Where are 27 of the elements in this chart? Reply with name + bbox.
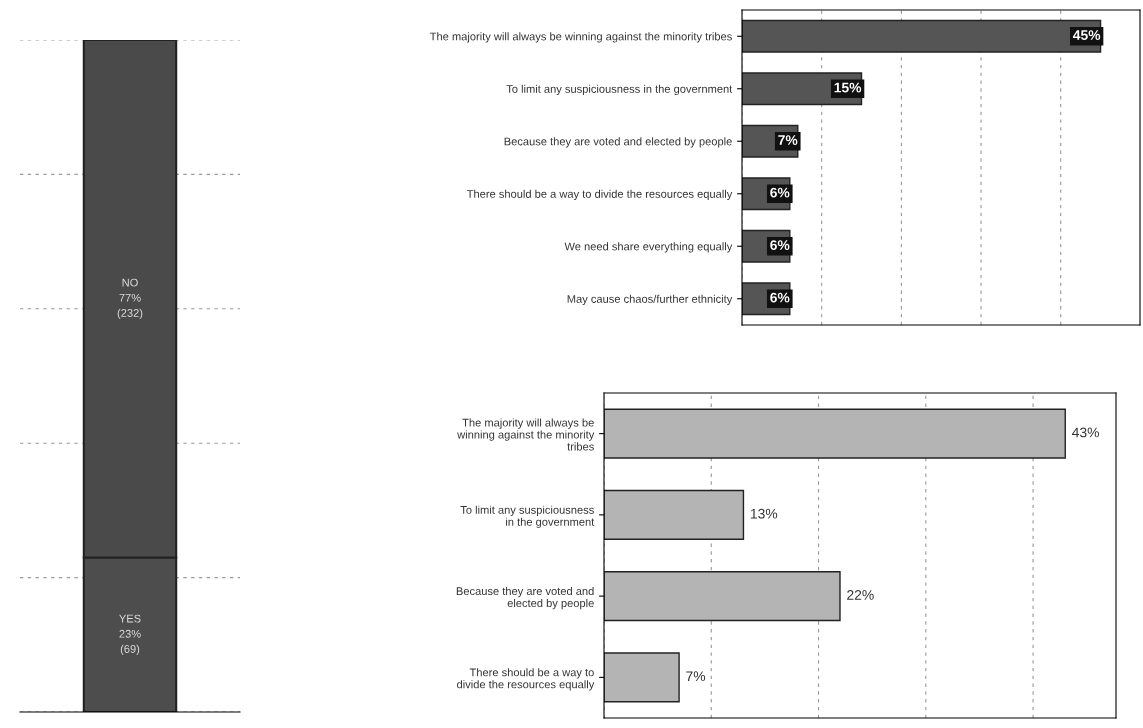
data-label: 13% [750,508,778,519]
bar [604,489,745,540]
data-label: 45% [1072,30,1101,40]
data-label: 7% [778,135,798,145]
data-label: 6% [770,240,790,250]
bar [742,19,1102,53]
data-label: 15% [834,82,862,93]
y-tick-label: Because they are voted and elected by people [504,137,732,148]
y-tick-label: The majority will always be winning against the minority tribes [457,418,595,451]
data-label: 43% [1072,427,1099,438]
bar [604,652,680,703]
bar [604,408,1066,459]
data-label: YES 23% (69) [119,614,141,656]
y-tick-label: To limit any suspiciousness in the government [460,505,595,528]
y-tick-label: May cause chaos/further ethnicity [567,294,733,306]
data-label: 6% [770,292,790,303]
data-label: 6% [770,187,790,198]
y-tick-label: The majority will always be winning against the minority tribes [429,32,732,43]
data-label: NO 77% (232) [117,278,143,320]
y-tick-label: Because they are voted and elected by people [456,586,594,610]
bar [604,571,841,622]
data-label: 7% [686,671,706,682]
y-tick-label: There should be a way to divide the resources equally [457,668,595,691]
data-label: 22% [847,590,874,600]
y-tick-label: There should be a way to divide the resources equally [466,189,733,201]
y-tick-label: To limit any suspiciousness in the government [506,84,733,96]
y-tick-label: We need share everything equally [564,242,733,253]
